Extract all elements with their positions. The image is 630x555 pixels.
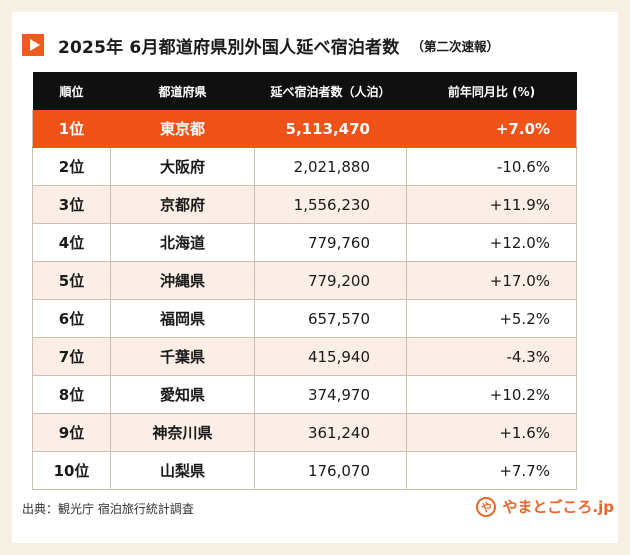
header-change: 前年同月比 (%) bbox=[406, 72, 577, 110]
prefecture-cell: 福岡県 bbox=[110, 299, 255, 338]
table-row: 7位 千葉県 415,940 -4.3% bbox=[32, 337, 577, 376]
table-row: 4位 北海道 779,760 +12.0% bbox=[32, 223, 577, 262]
prefecture-cell: 千葉県 bbox=[110, 337, 255, 376]
change-cell: +17.0% bbox=[406, 261, 577, 300]
rank-cell: 4位 bbox=[32, 223, 111, 262]
table-row: 10位 山梨県 176,070 +7.7% bbox=[32, 451, 577, 490]
source-note: 出典：観光庁 宿泊旅行統計調査 bbox=[22, 502, 194, 516]
rank-cell: 5位 bbox=[32, 261, 111, 300]
rank-cell: 3位 bbox=[32, 185, 111, 224]
logo-mark-icon: や bbox=[476, 496, 497, 517]
change-cell: -10.6% bbox=[406, 147, 577, 186]
rank-cell: 9位 bbox=[32, 413, 111, 452]
value-cell: 2,021,880 bbox=[254, 147, 407, 186]
table-row: 9位 神奈川県 361,240 +1.6% bbox=[32, 413, 577, 452]
table-row: 5位 沖縄県 779,200 +17.0% bbox=[32, 261, 577, 300]
value-cell: 779,200 bbox=[254, 261, 407, 300]
site-logo[interactable]: や やまとごころ.jp bbox=[476, 496, 614, 517]
prefecture-cell: 神奈川県 bbox=[110, 413, 255, 452]
title-row: 2025年 6月都道府県別外国人延べ宿泊者数 （第二次速報） bbox=[22, 28, 499, 62]
prefecture-cell: 北海道 bbox=[110, 223, 255, 262]
prefecture-cell: 沖縄県 bbox=[110, 261, 255, 300]
change-cell: +11.9% bbox=[406, 185, 577, 224]
prefecture-cell: 東京都 bbox=[110, 110, 255, 148]
value-cell: 176,070 bbox=[254, 451, 407, 490]
change-cell: +5.2% bbox=[406, 299, 577, 338]
header-value: 延べ宿泊者数（人泊） bbox=[254, 72, 407, 110]
rank-cell: 1位 bbox=[32, 110, 111, 148]
prefecture-cell: 京都府 bbox=[110, 185, 255, 224]
value-cell: 657,570 bbox=[254, 299, 407, 338]
prefecture-cell: 山梨県 bbox=[110, 451, 255, 490]
value-cell: 361,240 bbox=[254, 413, 407, 452]
change-cell: +7.0% bbox=[406, 110, 577, 148]
table-header-row: 順位 都道府県 延べ宿泊者数（人泊） 前年同月比 (%) bbox=[32, 72, 577, 110]
rank-cell: 7位 bbox=[32, 337, 111, 376]
header-prefecture: 都道府県 bbox=[110, 72, 255, 110]
value-cell: 779,760 bbox=[254, 223, 407, 262]
table-row: 2位 大阪府 2,021,880 -10.6% bbox=[32, 147, 577, 186]
change-cell: +7.7% bbox=[406, 451, 577, 490]
value-cell: 1,556,230 bbox=[254, 185, 407, 224]
rank-cell: 6位 bbox=[32, 299, 111, 338]
change-cell: -4.3% bbox=[406, 337, 577, 376]
table-row: 3位 京都府 1,556,230 +11.9% bbox=[32, 185, 577, 224]
rank-cell: 10位 bbox=[32, 451, 111, 490]
header-rank: 順位 bbox=[32, 72, 111, 110]
change-cell: +1.6% bbox=[406, 413, 577, 452]
logo-text: やまとごころ.jp bbox=[502, 498, 614, 516]
table-row: 6位 福岡県 657,570 +5.2% bbox=[32, 299, 577, 338]
play-icon bbox=[22, 34, 44, 56]
value-cell: 5,113,470 bbox=[254, 110, 407, 148]
ranking-table: 順位 都道府県 延べ宿泊者数（人泊） 前年同月比 (%) 1位 東京都 5,11… bbox=[32, 72, 577, 490]
rank-cell: 2位 bbox=[32, 147, 111, 186]
value-cell: 374,970 bbox=[254, 375, 407, 414]
value-cell: 415,940 bbox=[254, 337, 407, 376]
table-row: 1位 東京都 5,113,470 +7.0% bbox=[32, 110, 577, 148]
page-subtitle: （第二次速報） bbox=[411, 38, 499, 54]
prefecture-cell: 大阪府 bbox=[110, 147, 255, 186]
rank-cell: 8位 bbox=[32, 375, 111, 414]
prefecture-cell: 愛知県 bbox=[110, 375, 255, 414]
table-row: 8位 愛知県 374,970 +10.2% bbox=[32, 375, 577, 414]
change-cell: +10.2% bbox=[406, 375, 577, 414]
page-title: 2025年 6月都道府県別外国人延べ宿泊者数 bbox=[58, 37, 400, 58]
change-cell: +12.0% bbox=[406, 223, 577, 262]
